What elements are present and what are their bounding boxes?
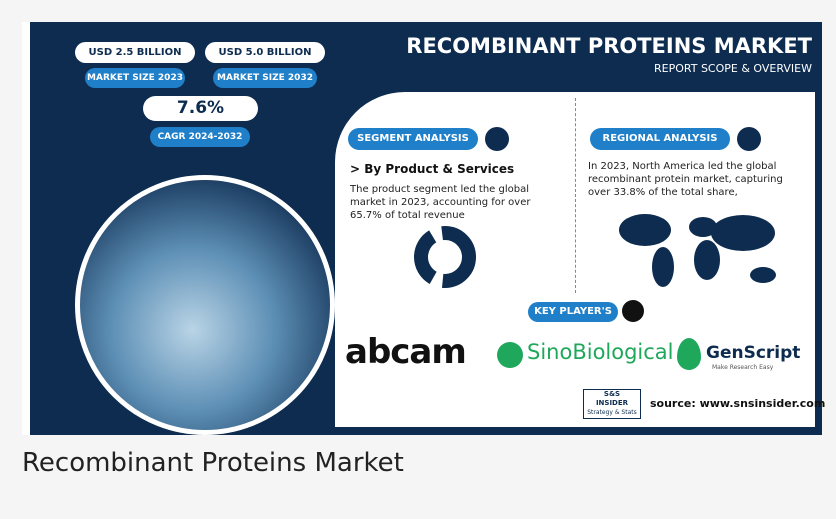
key-players-icon xyxy=(622,300,644,322)
divider xyxy=(575,98,576,293)
logo-line: INSIDER xyxy=(584,399,640,408)
player-abcam: abcam xyxy=(345,332,466,372)
segment-text: The product segment led the global marke… xyxy=(350,183,565,222)
stat-label: MARKET SIZE 2023 xyxy=(85,68,185,88)
world-map xyxy=(615,205,785,295)
logo-line: Strategy & Stats xyxy=(584,408,640,417)
regional-icon xyxy=(737,127,761,151)
stat-value: USD 2.5 BILLION xyxy=(75,42,195,63)
player-genscript: GenScript xyxy=(706,343,800,363)
sino-icon xyxy=(497,342,523,368)
regional-heading: REGIONAL ANALYSIS xyxy=(590,128,730,150)
player-sino: SinoBiological xyxy=(527,340,674,364)
segment-icon xyxy=(485,127,509,151)
caption: Recombinant Proteins Market xyxy=(22,448,404,478)
segment-heading: SEGMENT ANALYSIS xyxy=(348,128,478,150)
logo: S&S INSIDER Strategy & Stats xyxy=(583,389,641,419)
donut xyxy=(421,233,469,281)
source: source: www.snsinsider.com xyxy=(650,397,825,410)
edge xyxy=(22,22,30,435)
key-players-heading: KEY PLAYER'S xyxy=(528,302,618,322)
genscript-tagline: Make Research Easy xyxy=(712,364,773,371)
stat-value: 7.6% xyxy=(143,96,258,121)
stat-label: MARKET SIZE 2032 xyxy=(213,68,317,88)
donut-icon xyxy=(410,222,480,292)
regional-text: In 2023, North America led the global re… xyxy=(588,160,803,199)
subtitle: REPORT SCOPE & OVERVIEW xyxy=(654,62,812,75)
logo-line: S&S xyxy=(584,390,640,399)
stat-label: CAGR 2024-2032 xyxy=(150,127,250,147)
lab-photo xyxy=(75,175,335,435)
title: RECOMBINANT PROTEINS MARKET xyxy=(406,34,812,58)
segment-subheading: > By Product & Services xyxy=(350,162,514,176)
page: USD 2.5 BILLION MARKET SIZE 2023 USD 5.0… xyxy=(0,0,836,519)
stat-value: USD 5.0 BILLION xyxy=(205,42,325,63)
genscript-icon xyxy=(677,338,701,370)
